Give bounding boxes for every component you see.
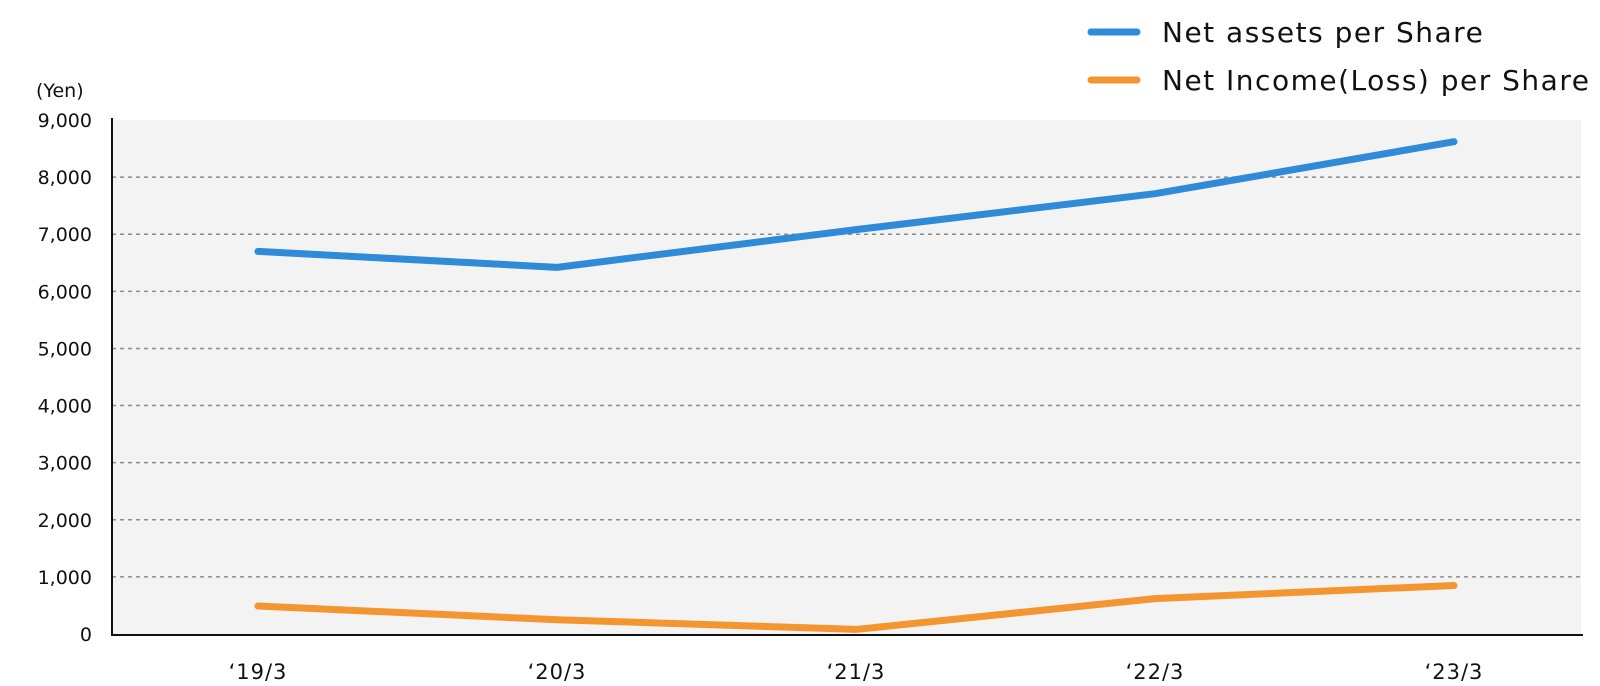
- y-tick-label: 6,000: [38, 281, 92, 303]
- y-unit-label: (Yen): [36, 80, 84, 102]
- y-tick-label: 4,000: [38, 396, 92, 418]
- y-tick-label: 7,000: [38, 224, 92, 246]
- x-tick-labels: ‘19/3 ‘20/3 ‘21/3 ‘22/3 ‘23/3: [229, 660, 1484, 684]
- x-tick-label: ‘22/3: [1126, 660, 1185, 684]
- y-tick-label: 1,000: [38, 567, 92, 589]
- plot-background: [112, 120, 1581, 634]
- y-tick-label: 3,000: [38, 453, 92, 475]
- y-tick-label: 0: [80, 624, 92, 646]
- y-tick-label: 9,000: [38, 110, 92, 132]
- series-lines: [254, 138, 1458, 633]
- y-tick-labels: 0 1,000 2,000 3,000 4,000 5,000 6,000 7,000 8,00…: [38, 110, 92, 646]
- x-tick-label: ‘19/3: [229, 660, 288, 684]
- grid-lines: [112, 176, 1581, 578]
- legend: Net assets per Share Net Income(Loss) per…: [1087, 16, 1590, 97]
- y-tick-label: 8,000: [38, 167, 92, 189]
- x-tick-label: ‘23/3: [1425, 660, 1484, 684]
- x-tick-label: ‘20/3: [528, 660, 587, 684]
- legend-label: Net assets per Share: [1162, 16, 1484, 49]
- legend-label: Net Income(Loss) per Share: [1162, 64, 1590, 97]
- y-tick-label: 5,000: [38, 338, 92, 360]
- x-tick-label: ‘21/3: [827, 660, 886, 684]
- y-tick-label: 2,000: [38, 510, 92, 532]
